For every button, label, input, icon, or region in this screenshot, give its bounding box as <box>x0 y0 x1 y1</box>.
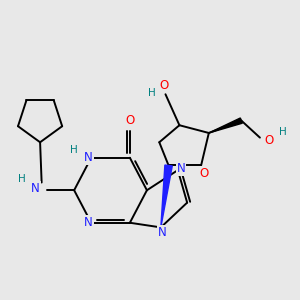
Text: H: H <box>70 145 78 155</box>
Polygon shape <box>161 165 172 227</box>
Text: O: O <box>264 134 273 147</box>
Text: O: O <box>159 79 169 92</box>
Text: H: H <box>148 88 155 98</box>
Text: O: O <box>125 114 134 127</box>
Text: H: H <box>279 127 287 137</box>
Polygon shape <box>209 118 242 133</box>
Text: N: N <box>84 216 93 229</box>
Text: N: N <box>158 226 167 238</box>
Text: N: N <box>84 151 93 164</box>
Text: N: N <box>177 162 185 175</box>
Text: H: H <box>18 174 26 184</box>
Text: O: O <box>200 167 209 180</box>
Text: N: N <box>31 182 40 195</box>
